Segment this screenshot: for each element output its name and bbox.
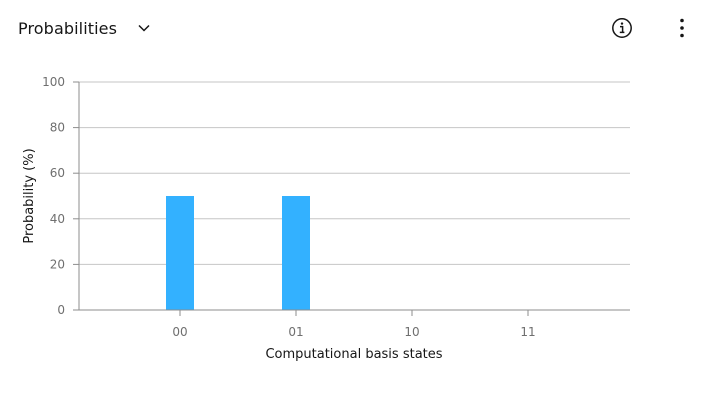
y-tick-label: 80 <box>50 121 65 135</box>
x-tick-label: 10 <box>404 325 419 339</box>
bar-01[interactable] <box>282 196 310 310</box>
x-tick-label: 11 <box>520 325 535 339</box>
bar-00[interactable] <box>166 196 194 310</box>
x-axis-title: Computational basis states <box>265 347 442 362</box>
grid-lines <box>79 81 630 265</box>
y-tick-label: 60 <box>50 166 65 180</box>
y-axis-ticks: 0 20 40 60 80 100 <box>42 75 79 317</box>
overflow-menu-button[interactable] <box>666 12 698 44</box>
probability-bar-chart: 0 20 40 60 80 100 00 01 10 11 Computational basi… <box>22 75 630 362</box>
information-button[interactable] <box>606 12 638 44</box>
y-tick-label: 40 <box>50 212 65 226</box>
panel-title: Probabilities <box>18 18 118 38</box>
x-tick-label: 01 <box>288 325 303 339</box>
y-tick-label: 100 <box>42 75 65 89</box>
y-tick-label: 20 <box>50 257 65 271</box>
overflow-menu-vertical-icon <box>679 17 685 39</box>
x-tick-label: 00 <box>172 325 187 339</box>
y-tick-label: 0 <box>57 303 65 317</box>
bars <box>166 196 310 310</box>
information-icon <box>611 17 633 39</box>
x-axis-ticks: 00 01 10 11 <box>172 310 536 339</box>
y-axis-title: Probability (%) <box>22 148 37 243</box>
axes <box>78 82 630 311</box>
chevron-down-icon <box>137 21 151 35</box>
view-select-dropdown[interactable]: Probabilities <box>10 10 159 46</box>
panel-header: Probabilities <box>0 0 708 56</box>
